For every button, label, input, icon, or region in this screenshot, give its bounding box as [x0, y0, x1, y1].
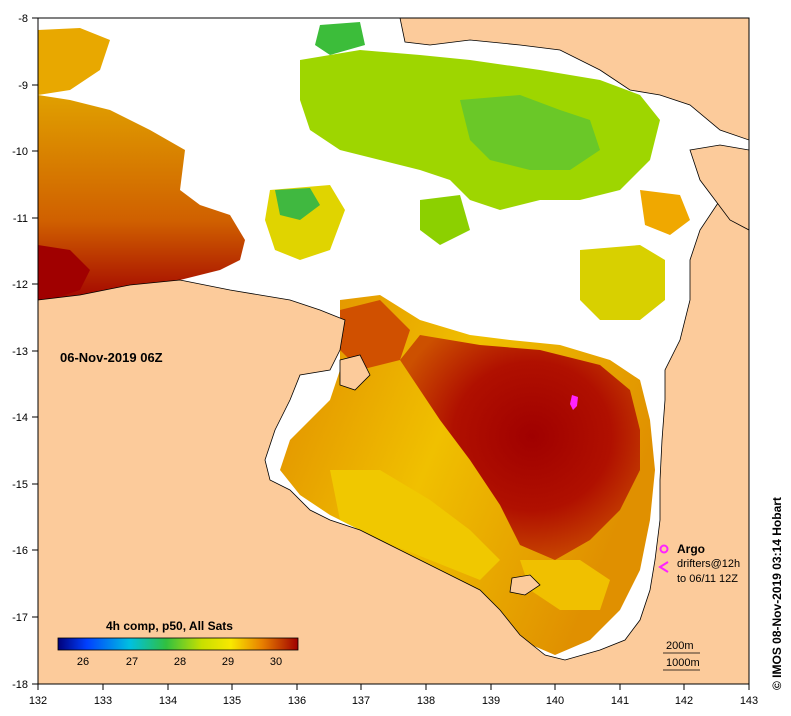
colorbar-tick-label: 29 [221, 656, 235, 668]
y-axis [32, 17, 38, 685]
x-tick-label: 141 [611, 695, 629, 707]
scale-label-1000m: 1000m [666, 657, 700, 669]
y-tick-label: -18 [12, 679, 28, 691]
sst-gulf-hot-core [400, 335, 640, 560]
legend-drifters-line1: drifters@12h [677, 558, 741, 570]
y-tick-label: -11 [13, 213, 28, 225]
colorbar-tick-label: 30 [269, 656, 283, 668]
sst-patch-mid-green [420, 195, 470, 245]
sst-gulf-southwest-yellow [330, 470, 500, 580]
date-label: 06-Nov-2019 06Z [60, 350, 163, 365]
land-gulf-island [509, 574, 541, 596]
y-tick-label: -12 [12, 279, 28, 291]
legend-argo: Argo [677, 542, 705, 556]
sst-patch-northwest-top [38, 28, 110, 95]
land-cape-york-tip [689, 144, 749, 231]
sst-patch-northwest [38, 95, 245, 305]
x-tick-label: 136 [288, 695, 306, 707]
x-tick-label: 139 [482, 695, 500, 707]
y-tick-label: -14 [12, 412, 28, 424]
land-northern-territory [38, 169, 749, 684]
y-tick-label: -8 [18, 13, 28, 25]
y-tick-label: -15 [12, 479, 28, 491]
argo-drifter-track [570, 395, 578, 410]
x-tick-label: 132 [29, 695, 47, 707]
x-tick-label: 142 [675, 695, 693, 707]
land-groote [339, 354, 371, 391]
x-tick-label: 133 [94, 695, 112, 707]
colorbar-tick-label: 28 [173, 656, 187, 668]
sst-hot-west [38, 245, 90, 300]
x-tick-label: 137 [352, 695, 370, 707]
x-axis [37, 684, 750, 690]
x-tick-label: 140 [546, 695, 564, 707]
y-tick-label: -13 [12, 346, 28, 358]
sst-gulf-south-yellow [520, 560, 610, 610]
colorbar-tick-label: 27 [125, 656, 139, 668]
sst-patch-central-green [275, 188, 320, 220]
sst-patch-north-green3 [460, 95, 600, 170]
argo-legend-icon [659, 544, 669, 554]
sst-patch-east-orange [640, 190, 690, 235]
legend-drifters-line2: to 06/11 12Z [677, 573, 738, 585]
y-tick-label: -17 [12, 612, 28, 624]
y-tick-label: -10 [12, 146, 28, 158]
x-tick-label: 138 [417, 695, 435, 707]
x-tick-label: 143 [740, 695, 758, 707]
sst-gulf-west-warm [340, 300, 410, 370]
credit-text: © IMOS 08-Nov-2019 03:14 Hobart [770, 497, 784, 690]
colorbar [57, 637, 299, 651]
colorbar-title: 4h comp, p50, All Sats [106, 619, 233, 633]
x-tick-label: 134 [159, 695, 177, 707]
sst-patch-north-green2 [315, 22, 365, 55]
colorbar-tick-label: 26 [76, 656, 90, 668]
y-tick-label: -9 [18, 80, 28, 92]
land-top-right [399, 18, 749, 141]
drifter-legend-icon [658, 561, 669, 573]
scale-label-200m: 200m [666, 640, 694, 652]
x-tick-label: 135 [223, 695, 241, 707]
y-tick-label: -16 [12, 545, 28, 557]
sst-patch-east-yellow [580, 245, 665, 320]
